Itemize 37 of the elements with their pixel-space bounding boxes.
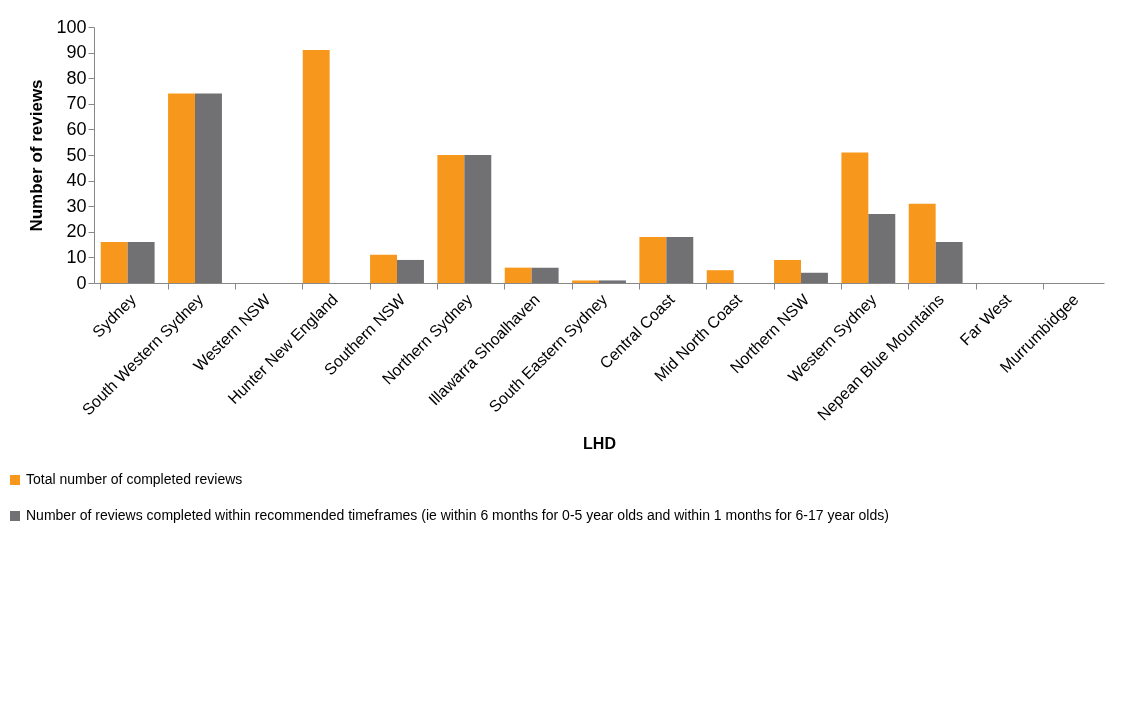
y-axis-title: Number of reviews xyxy=(27,79,47,232)
bar xyxy=(195,93,222,283)
bar xyxy=(801,272,828,283)
bar xyxy=(302,50,330,283)
bar xyxy=(599,280,626,283)
y-tick-label: 50 xyxy=(66,144,87,165)
y-tick-label: 90 xyxy=(66,42,87,63)
y-tick-label: 10 xyxy=(66,246,87,267)
bar xyxy=(868,213,896,283)
legend-label: Total number of completed reviews xyxy=(26,471,243,487)
bar xyxy=(666,236,694,283)
bar xyxy=(370,254,397,283)
y-tick-label: 100 xyxy=(56,16,87,37)
bar xyxy=(504,267,532,283)
bar xyxy=(437,155,465,283)
bar xyxy=(841,152,869,283)
bar xyxy=(706,270,734,283)
bar xyxy=(100,242,128,283)
y-tick-label: 60 xyxy=(66,118,87,139)
bar xyxy=(168,93,195,283)
bar xyxy=(531,267,559,283)
bar xyxy=(639,236,667,283)
bar xyxy=(397,259,424,283)
y-tick-label: 20 xyxy=(66,221,87,242)
legend-label: Number of reviews completed within recommended timeframes (ie within 6 months for 0-5 year olds and within 1 months for 6-17 year olds) xyxy=(26,507,889,523)
y-tick-label: 40 xyxy=(66,170,87,191)
bar xyxy=(572,280,599,283)
bar xyxy=(908,203,936,283)
y-tick-label: 0 xyxy=(76,272,87,293)
bar xyxy=(464,155,492,283)
y-tick-label: 30 xyxy=(66,195,87,216)
y-tick-label: 70 xyxy=(66,93,87,114)
x-axis-title: LHD xyxy=(583,434,616,452)
bar xyxy=(774,259,801,283)
y-tick-label: 80 xyxy=(66,67,87,88)
bar xyxy=(935,242,963,283)
bar xyxy=(127,242,155,283)
